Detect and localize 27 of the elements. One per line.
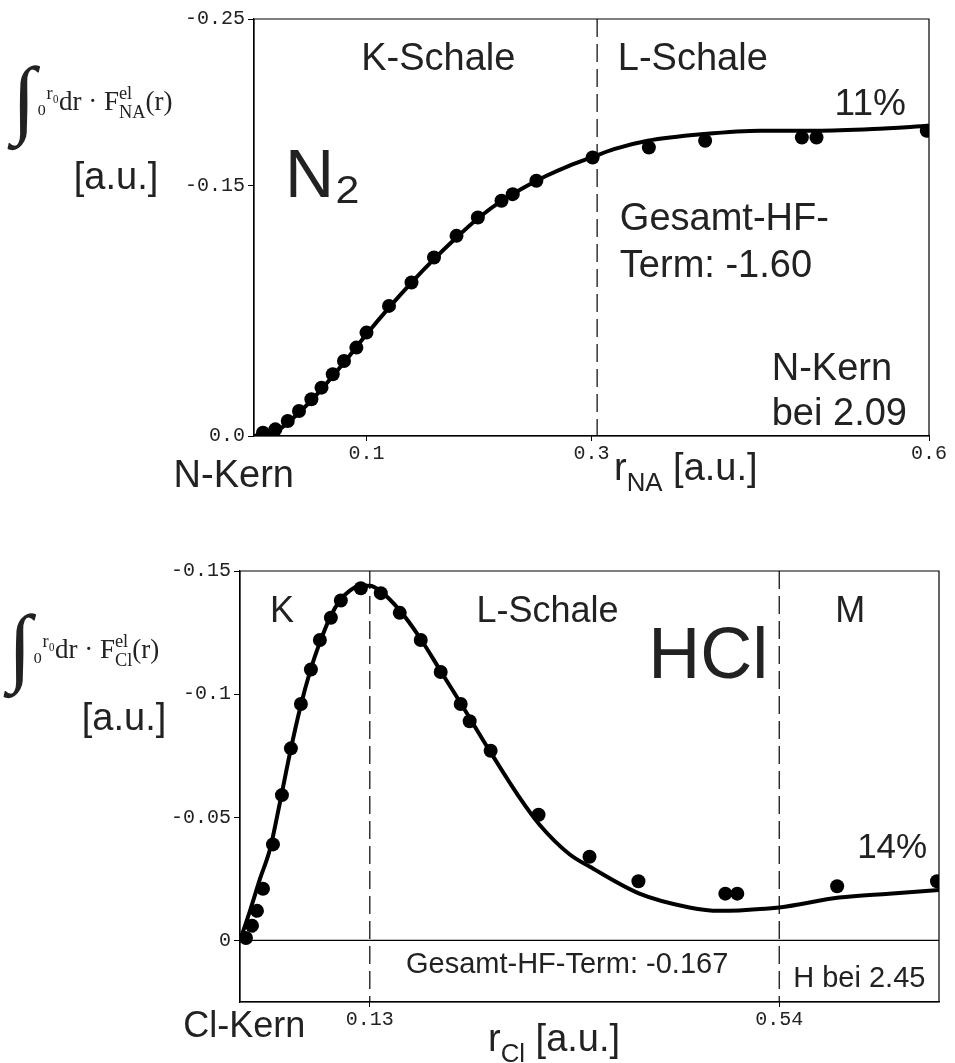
x-tick-label: 0.13 (345, 1008, 394, 1032)
annotation: N-Kern bei 2.09 (771, 346, 907, 434)
annotation: H bei 2.45 (793, 960, 926, 993)
annotation: 11% (834, 81, 906, 123)
y-tick-label: -0.15 (184, 174, 245, 198)
annotation: K (269, 588, 294, 630)
y-tick-label: 0 (218, 928, 231, 952)
y-tick-label: -0.15 (170, 559, 231, 583)
y-tick-label: -0.1 (182, 682, 231, 706)
text: HCl (648, 612, 769, 693)
annotation: Gesamt-HF-Term: -0.167 (405, 947, 729, 980)
x-tick-label: 0.1 (348, 442, 385, 466)
annotation: L-Schale (617, 35, 768, 78)
x-tick-label: 0.3 (573, 442, 610, 466)
text: Cl-Kern (183, 1003, 306, 1045)
annotation: 14% (857, 826, 928, 866)
annotation: M (835, 588, 866, 630)
annotation: L-Schale (476, 588, 619, 630)
text: N₂ (285, 135, 361, 212)
annotation: Gesamt-HF- Term: -1.60 (619, 196, 829, 285)
y-tick-label: 0.0 (208, 424, 245, 448)
x-tick-label: 0.54 (755, 1008, 804, 1032)
text: N-Kern (173, 452, 294, 495)
annotation: K-Schale (361, 35, 516, 78)
y-tick-label: -0.05 (170, 805, 231, 829)
x-tick-label: 0.6 (910, 442, 948, 466)
y-tick-label: -0.25 (184, 7, 245, 31)
